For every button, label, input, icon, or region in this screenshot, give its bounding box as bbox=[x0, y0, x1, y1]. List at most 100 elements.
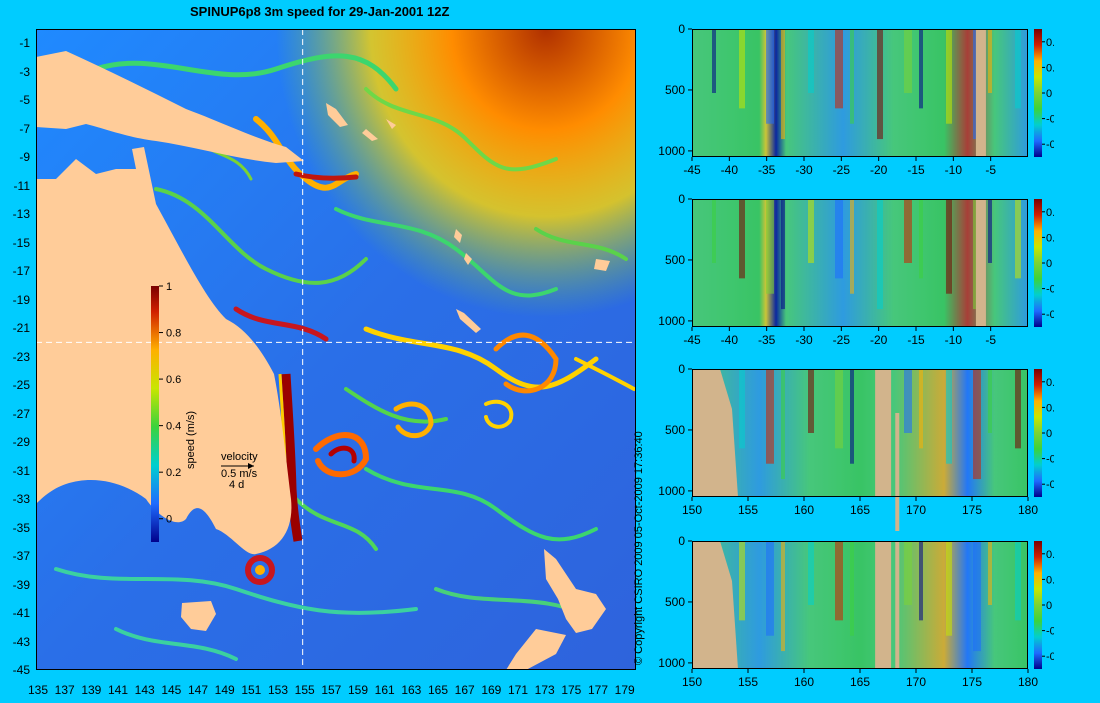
speed-colorbar-ticks: 1 0.8 0.6 0.4 0.2 0 bbox=[159, 281, 181, 526]
section-x-tick-label: -15 bbox=[907, 163, 925, 177]
section-colorbar-tick-label: -0.4 bbox=[1046, 651, 1054, 663]
section-colorbar bbox=[1034, 369, 1042, 497]
section-panel-2: -45 -40 -35 -30 -25 -20 -15 -10 -5 0 500 1000 0.4 0.2… bbox=[658, 192, 1054, 347]
speed-colorbar bbox=[151, 286, 159, 542]
section-colorbar bbox=[1034, 199, 1042, 327]
section-x-tick-label: -5 bbox=[985, 163, 996, 177]
map-lon-tick: 135 bbox=[28, 683, 49, 697]
map-lat-tick: -27 bbox=[12, 406, 30, 421]
section-land bbox=[895, 541, 900, 669]
section-streak bbox=[781, 541, 785, 652]
section-y-tick-label: 0 bbox=[678, 192, 685, 206]
speed-map: 1 0.8 0.6 0.4 0.2 0 speed (m/s) velocity 0.5 … bbox=[36, 29, 636, 670]
map-lon-tick: 143 bbox=[134, 683, 155, 697]
section-y-tick-label: 1000 bbox=[658, 484, 685, 498]
map-lon-tick: 157 bbox=[321, 683, 342, 697]
warm-eddy-core bbox=[255, 565, 265, 575]
section-streak bbox=[1015, 541, 1021, 621]
section-y-tick-label: 0 bbox=[678, 22, 685, 36]
section-streak bbox=[739, 369, 745, 449]
section-colorbar-tick-label: -0.4 bbox=[1046, 309, 1054, 321]
section-field-tint bbox=[692, 29, 1028, 157]
section-x-tick-label: -20 bbox=[870, 163, 888, 177]
section-x-tick-label: 160 bbox=[794, 675, 814, 689]
map-lon-tick: 179 bbox=[614, 683, 635, 697]
map-lat-tick: -45 bbox=[12, 663, 30, 677]
section-colorbar-tick-label: 0.2 bbox=[1046, 574, 1054, 586]
boundary-current bbox=[281, 373, 303, 542]
section-streak bbox=[946, 199, 952, 294]
section-streak bbox=[808, 541, 814, 605]
section-frame bbox=[692, 541, 1028, 669]
section-streak bbox=[712, 29, 716, 93]
map-lat-tick: -3 bbox=[19, 64, 30, 79]
map-lat-tick: -35 bbox=[12, 520, 30, 535]
speed-colorbar-tick-label: 0.6 bbox=[166, 374, 181, 386]
map-lat-tick: -37 bbox=[12, 549, 30, 564]
section-y-tick-label: 1000 bbox=[658, 314, 685, 328]
section-streak bbox=[808, 29, 814, 93]
section-x-tick-label: 155 bbox=[738, 675, 758, 689]
section-colorbar-tick-label: -0.4 bbox=[1046, 479, 1054, 491]
map-lon-tick: 175 bbox=[561, 683, 582, 697]
section-panel-1: -45 -40 -35 -30 -25 -20 -15 -10 -5 0 500 1000 0.4 0.2… bbox=[658, 22, 1054, 177]
section-streak bbox=[919, 199, 923, 279]
map-lat-tick: -41 bbox=[12, 606, 30, 621]
map-lat-tick: -31 bbox=[12, 463, 30, 478]
map-lon-tick: 171 bbox=[508, 683, 529, 697]
section-y-tick-label: 1000 bbox=[658, 144, 685, 158]
section-streak bbox=[988, 369, 992, 433]
map-lat-tick: -13 bbox=[12, 207, 30, 222]
map-lon-tick: 139 bbox=[81, 683, 102, 697]
map-lon-tick: 141 bbox=[108, 683, 129, 697]
section-streak bbox=[988, 29, 992, 93]
section-streak bbox=[808, 369, 814, 433]
new-zealand-north bbox=[544, 549, 606, 633]
eddy-field bbox=[54, 53, 636, 661]
fiji bbox=[594, 259, 610, 271]
section-streak bbox=[835, 199, 843, 279]
section-x-tick-label: 165 bbox=[850, 675, 870, 689]
section-x-tick-label: 150 bbox=[682, 675, 702, 689]
section-x-tick-label: -10 bbox=[945, 333, 963, 347]
section-colorbar-tick-label: 0.4 bbox=[1046, 37, 1054, 49]
section-x-tick-label: 180 bbox=[1018, 503, 1038, 517]
section-land bbox=[875, 369, 892, 497]
speed-colorbar-tick-label: 0.4 bbox=[166, 421, 181, 433]
new-caledonia bbox=[456, 309, 481, 333]
section-streak bbox=[973, 541, 981, 652]
section-x-tick-label: -45 bbox=[683, 333, 701, 347]
velocity-key-arrowhead bbox=[248, 463, 254, 469]
section-colorbar-tick-label: 0 bbox=[1046, 88, 1052, 100]
tasmania bbox=[181, 601, 216, 631]
section-x-tick-label: -25 bbox=[833, 163, 851, 177]
section-frame bbox=[692, 199, 1028, 327]
map-lon-tick: 173 bbox=[534, 683, 555, 697]
map-frame bbox=[36, 29, 636, 670]
map-lat-tick: -1 bbox=[19, 36, 30, 51]
section-streak bbox=[712, 199, 716, 263]
section-streak bbox=[850, 369, 854, 464]
section-streak bbox=[850, 199, 854, 294]
section-x-tick-label: 170 bbox=[906, 503, 926, 517]
section-streak bbox=[973, 369, 981, 480]
map-lon-tick: 153 bbox=[268, 683, 289, 697]
section-colorbar-tick-label: 0.4 bbox=[1046, 549, 1054, 561]
section-colorbar-tick-label: 0 bbox=[1046, 258, 1052, 270]
section-x-tick-label: -5 bbox=[985, 333, 996, 347]
section-streak bbox=[919, 29, 923, 109]
section-colorbar-tick-label: -0.2 bbox=[1046, 284, 1054, 296]
section-x-tick-label: -35 bbox=[758, 333, 776, 347]
section-land bbox=[875, 541, 892, 669]
section-x-tick-label: -30 bbox=[795, 163, 813, 177]
solomon-islands bbox=[326, 103, 396, 141]
section-x-tick-label: 165 bbox=[850, 503, 870, 517]
section-streak bbox=[766, 369, 774, 464]
section-streak bbox=[781, 29, 785, 140]
section-field-tint bbox=[692, 199, 1028, 327]
map-lat-tick: -9 bbox=[19, 150, 30, 165]
section-x-tick-label: 180 bbox=[1018, 675, 1038, 689]
section-streak bbox=[904, 541, 912, 605]
map-lon-tick: 155 bbox=[294, 683, 315, 697]
section-land bbox=[895, 413, 900, 531]
